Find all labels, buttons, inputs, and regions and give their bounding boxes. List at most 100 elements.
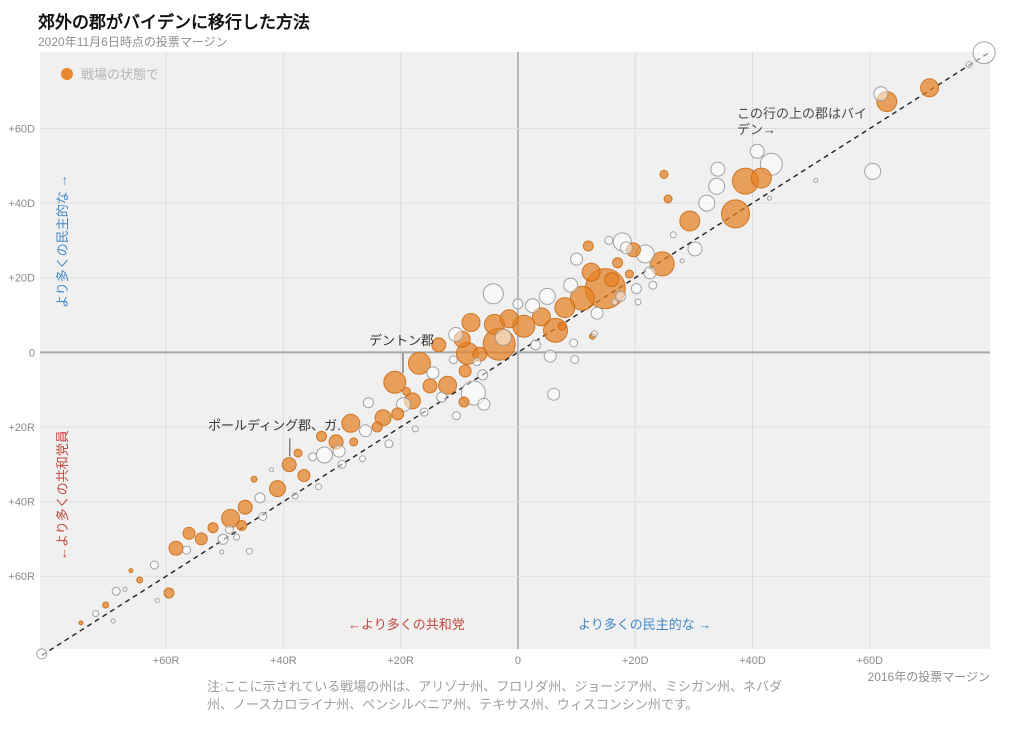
county-bubble bbox=[250, 475, 258, 483]
county-bubble bbox=[590, 306, 604, 320]
y-axis-label-republican: ←より多くの共和党員 bbox=[55, 430, 70, 560]
page-subtitle: 2020年11月6日時点の投票マージン bbox=[38, 35, 228, 49]
county-bubble bbox=[679, 258, 685, 264]
county-bubble bbox=[864, 162, 882, 180]
county-bubble bbox=[308, 452, 318, 462]
x-axis-title: 2016年の投票マージン bbox=[867, 670, 990, 684]
county-bubble bbox=[448, 327, 464, 342]
county-bubble bbox=[207, 522, 219, 534]
x-tick-label: +60D bbox=[856, 655, 883, 667]
county-bubble bbox=[154, 598, 160, 603]
county-bubble bbox=[619, 241, 633, 255]
county-bubble bbox=[258, 512, 268, 521]
county-bubble bbox=[349, 437, 359, 447]
county-bubble bbox=[431, 337, 447, 353]
plot-area bbox=[40, 52, 990, 649]
y-tick-label: +60R bbox=[8, 571, 35, 583]
county-bubble bbox=[570, 252, 584, 266]
county-bubble bbox=[767, 195, 772, 201]
county-bubble bbox=[648, 280, 658, 290]
county-bubble bbox=[554, 297, 576, 319]
county-bubble bbox=[217, 533, 229, 545]
county-bubble bbox=[538, 287, 556, 305]
county-bubble bbox=[611, 298, 619, 306]
county-bubble bbox=[438, 375, 458, 395]
county-bubble bbox=[649, 251, 675, 277]
county-bubble bbox=[569, 285, 595, 311]
county-bubble bbox=[359, 424, 372, 438]
county-bubble bbox=[451, 411, 461, 421]
x-tick-label: +40D bbox=[739, 655, 766, 667]
y-tick-label: 0 bbox=[29, 347, 35, 359]
county-bubble bbox=[590, 330, 598, 338]
county-bubble bbox=[36, 648, 48, 660]
county-bubble bbox=[582, 240, 594, 252]
county-bubble bbox=[920, 78, 940, 98]
county-bubble bbox=[291, 492, 299, 500]
county-bubble bbox=[384, 439, 394, 449]
county-bubble bbox=[316, 430, 327, 442]
county-bubble bbox=[332, 444, 346, 458]
county-bubble bbox=[570, 355, 580, 364]
county-bubble bbox=[687, 241, 703, 257]
county-bubble bbox=[402, 387, 411, 396]
x-tick-label: +20D bbox=[622, 655, 649, 667]
legend: 戦場の状態で bbox=[61, 64, 159, 83]
county-bubble bbox=[426, 366, 440, 380]
county-bubble bbox=[293, 448, 303, 458]
county-bubble bbox=[643, 266, 657, 280]
county-bubble bbox=[362, 397, 374, 409]
county-bubble bbox=[411, 425, 419, 433]
county-bubble bbox=[530, 339, 541, 351]
county-bubble bbox=[337, 459, 347, 469]
county-bubble bbox=[750, 167, 772, 189]
county-bubble bbox=[359, 455, 366, 463]
county-bubble bbox=[557, 321, 567, 331]
county-bubble bbox=[458, 364, 472, 378]
county-bubble bbox=[472, 357, 482, 367]
county-bubble bbox=[149, 560, 159, 570]
county-bubble bbox=[512, 298, 524, 310]
y-tick-label: +40D bbox=[8, 198, 35, 210]
county-bubble bbox=[341, 413, 361, 433]
annotation-denton-county: デントン郡 bbox=[369, 333, 435, 348]
county-bubble bbox=[182, 526, 196, 540]
annotation-paulding-county: ポールディング郡、ガ. bbox=[208, 418, 341, 433]
county-bubble bbox=[965, 61, 973, 69]
county-bubble bbox=[448, 355, 458, 365]
county-bubble bbox=[374, 409, 392, 427]
county-bubble bbox=[708, 177, 726, 195]
county-bubble bbox=[236, 520, 248, 531]
county-bubble bbox=[78, 620, 84, 626]
county-bubble bbox=[659, 169, 669, 179]
county-bubble bbox=[315, 446, 333, 464]
county-bubble bbox=[461, 313, 481, 332]
equal-margin-diagonal bbox=[41, 51, 991, 656]
county-bubble bbox=[547, 387, 561, 401]
annotation-more-republican: ←より多くの共和党 bbox=[348, 617, 465, 632]
county-bubble bbox=[315, 483, 322, 491]
annotation-biden-line: この行の上の郡はバイ デン→ bbox=[737, 106, 868, 137]
county-bubble bbox=[679, 210, 701, 232]
county-bubble bbox=[531, 307, 551, 327]
county-bubble bbox=[110, 618, 116, 624]
county-bubble bbox=[543, 349, 557, 363]
county-bubble bbox=[873, 86, 889, 102]
county-bubble bbox=[604, 235, 614, 245]
county-bubble bbox=[168, 540, 184, 556]
county-bubble bbox=[499, 309, 519, 329]
county-bubble bbox=[297, 469, 311, 482]
county-bubble bbox=[237, 499, 253, 515]
county-bubble bbox=[224, 525, 234, 535]
county-bubble bbox=[581, 262, 601, 282]
county-bubble bbox=[371, 421, 383, 433]
county-bubble bbox=[92, 610, 100, 618]
county-bubble bbox=[630, 283, 642, 295]
battleground-dot-icon bbox=[61, 67, 73, 80]
county-bubble bbox=[419, 407, 429, 417]
y-tick-label: +40R bbox=[8, 497, 35, 509]
county-bubble bbox=[269, 467, 275, 473]
county-bubble bbox=[422, 378, 438, 394]
